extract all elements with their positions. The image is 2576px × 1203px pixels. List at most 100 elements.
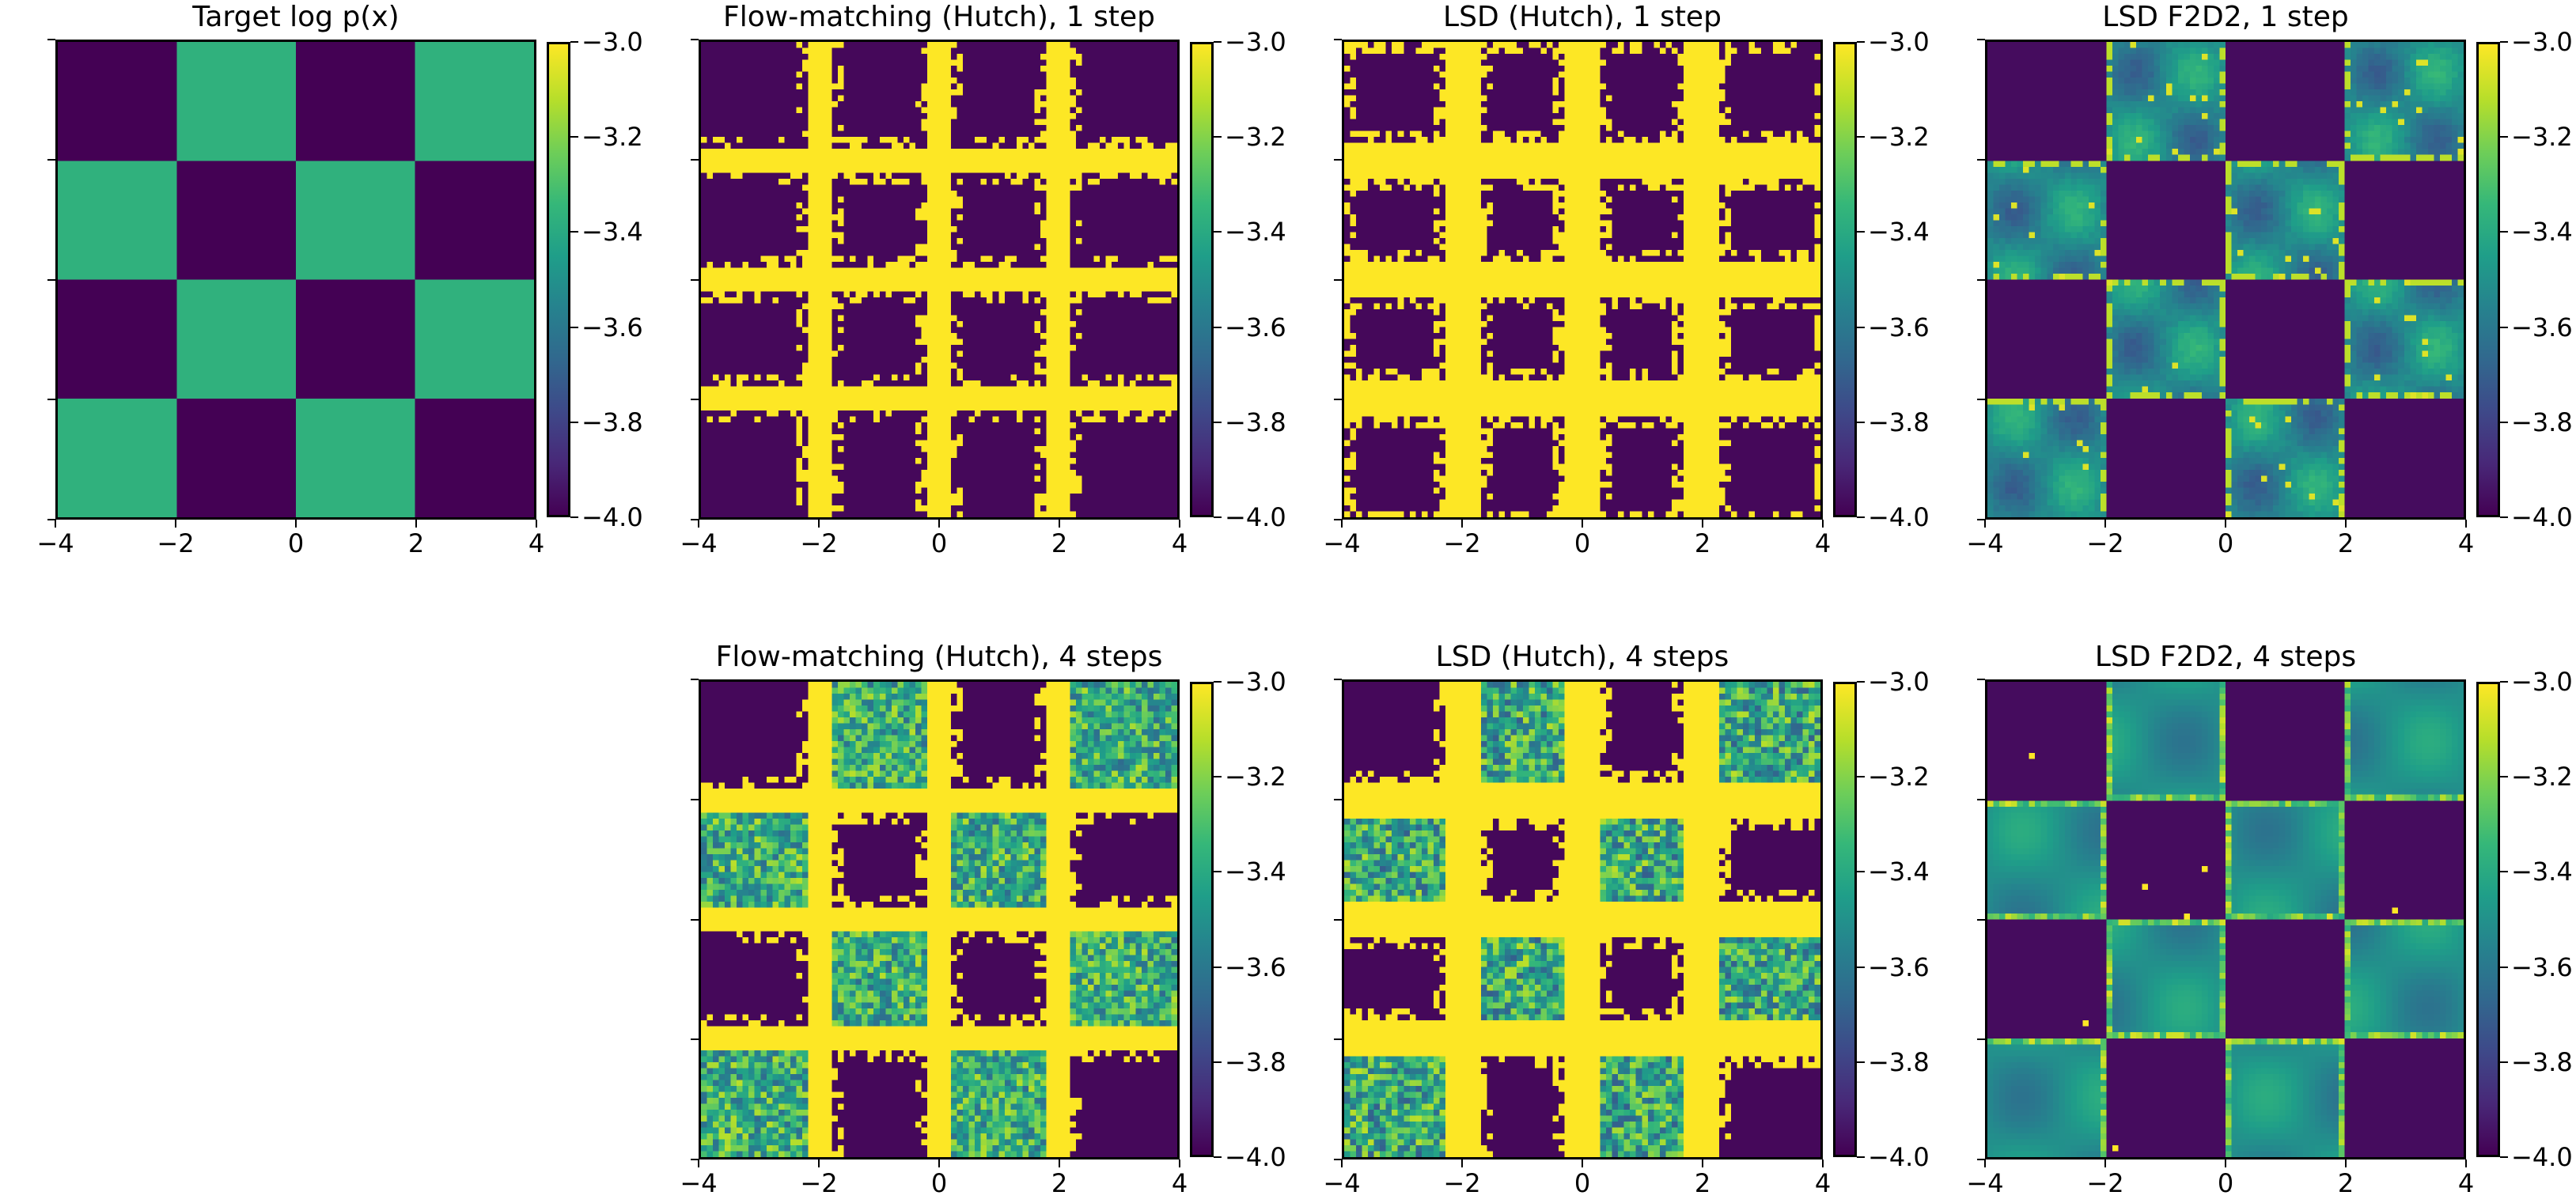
colorbar-tick — [1857, 1156, 1865, 1158]
colorbar-tick — [2500, 136, 2508, 138]
y-tick — [1977, 158, 1985, 161]
x-tick — [2104, 1159, 2106, 1167]
x-tick — [2225, 520, 2226, 528]
colorbar-tick-label: −4.0 — [2511, 505, 2573, 530]
colorbar-tick — [570, 326, 578, 328]
y-tick — [1977, 798, 1985, 800]
y-tick — [1334, 918, 1342, 921]
colorbar-tick-label: −3.2 — [1225, 764, 1286, 789]
x-tick — [938, 1159, 940, 1167]
y-tick — [47, 519, 55, 520]
y-tick — [1977, 1159, 1985, 1160]
x-tick — [1461, 520, 1463, 528]
colorbar-tick — [1857, 41, 1865, 43]
colorbar-tick-label: −3.4 — [2511, 859, 2573, 884]
y-tick — [47, 399, 55, 401]
colorbar-tick — [2500, 871, 2508, 873]
colorbar-tick-label: −3.0 — [1868, 29, 1930, 55]
x-tick-label: 0 — [288, 531, 304, 556]
x-tick — [536, 520, 537, 528]
y-tick — [691, 399, 699, 401]
heatmap-plot-area — [1342, 679, 1823, 1159]
x-tick — [1461, 1159, 1463, 1167]
y-tick — [691, 1159, 699, 1160]
colorbar-tick-label: −3.0 — [1225, 669, 1286, 694]
colorbar-tick — [2500, 231, 2508, 233]
x-tick — [1822, 520, 1824, 528]
colorbar-tick-label: −3.2 — [2511, 764, 2573, 789]
x-tick — [1702, 1159, 1703, 1167]
colorbar-tick — [1214, 966, 1222, 968]
colorbar-tick — [1857, 516, 1865, 518]
colorbar-tick-label: −3.2 — [1868, 124, 1930, 149]
x-tick — [938, 520, 940, 528]
x-tick — [1341, 1159, 1343, 1167]
colorbar-tick — [570, 421, 578, 423]
heatmap-plot-area — [55, 40, 536, 520]
x-tick-label: 2 — [1051, 531, 1067, 556]
colorbar — [547, 42, 570, 517]
x-tick-label: 2 — [408, 531, 424, 556]
colorbar-tick — [1214, 231, 1222, 233]
y-tick — [1977, 1038, 1985, 1041]
x-tick-label: −4 — [1966, 1171, 2003, 1196]
x-tick-label: −4 — [1323, 1171, 1360, 1196]
y-tick — [47, 278, 55, 281]
colorbar-tick — [2500, 421, 2508, 423]
colorbar-tick — [1214, 1156, 1222, 1158]
colorbar-tick-label: −3.2 — [581, 124, 643, 149]
x-tick-label: 4 — [1815, 531, 1831, 556]
heatmap-plot-area — [1985, 40, 2466, 520]
x-tick-label: −4 — [680, 1171, 717, 1196]
colorbar-tick — [2500, 966, 2508, 968]
x-tick — [415, 520, 417, 528]
colorbar-tick — [1857, 1061, 1865, 1063]
colorbar-tick-label: −3.2 — [2511, 124, 2573, 149]
colorbar-tick-label: −3.0 — [581, 29, 643, 55]
heatmap-plot-area — [1342, 40, 1823, 520]
x-tick-label: −4 — [36, 531, 74, 556]
x-tick-label: 2 — [1695, 531, 1710, 556]
panel-title: Target log p(x) — [192, 3, 399, 32]
colorbar-tick-label: −4.0 — [1868, 1144, 1930, 1170]
x-tick — [1341, 520, 1343, 528]
y-tick — [691, 798, 699, 800]
colorbar-tick — [1857, 966, 1865, 968]
x-tick-label: 2 — [2338, 531, 2354, 556]
x-tick-label: −4 — [1323, 531, 1360, 556]
x-tick-label: −2 — [1443, 531, 1480, 556]
colorbar-tick — [1857, 776, 1865, 778]
y-tick — [1334, 1038, 1342, 1041]
x-tick — [1179, 1159, 1180, 1167]
y-tick — [691, 519, 699, 520]
colorbar-tick-label: −3.8 — [1225, 1050, 1286, 1075]
x-tick — [1582, 1159, 1583, 1167]
x-tick-label: 0 — [2218, 1171, 2233, 1196]
colorbar-tick-label: −3.8 — [581, 410, 643, 435]
colorbar — [1190, 42, 1214, 517]
x-tick-label: −4 — [680, 531, 717, 556]
colorbar-tick — [1857, 421, 1865, 423]
x-tick — [1179, 520, 1180, 528]
x-tick — [295, 520, 297, 528]
x-tick — [1702, 520, 1703, 528]
colorbar-tick-label: −3.4 — [1868, 859, 1930, 884]
x-tick-label: 0 — [2218, 531, 2233, 556]
x-tick — [818, 1159, 820, 1167]
y-tick — [1334, 39, 1342, 40]
colorbar — [1833, 42, 1857, 517]
colorbar-tick-label: −3.2 — [1868, 764, 1930, 789]
y-tick — [691, 1038, 699, 1041]
colorbar-tick-label: −3.8 — [1868, 1050, 1930, 1075]
x-tick — [1984, 520, 1986, 528]
colorbar-tick-label: −3.0 — [2511, 29, 2573, 55]
x-tick — [175, 520, 176, 528]
colorbar-tick — [1214, 1061, 1222, 1063]
colorbar-tick-label: −4.0 — [1868, 505, 1930, 530]
x-tick-label: −2 — [2086, 1171, 2123, 1196]
colorbar-tick-label: −3.2 — [1225, 124, 1286, 149]
colorbar-tick-label: −3.4 — [1225, 219, 1286, 244]
colorbar-tick-label: −3.4 — [2511, 219, 2573, 244]
panel-title: LSD F2D2, 4 steps — [2095, 643, 2356, 671]
colorbar-tick — [1214, 681, 1222, 683]
